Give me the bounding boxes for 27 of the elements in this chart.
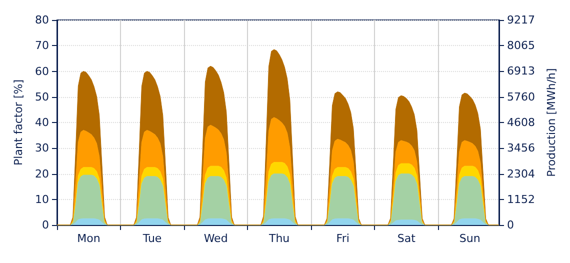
y-tick-label: 0 xyxy=(42,218,49,232)
y2-tick-label: 8065 xyxy=(507,39,535,52)
y-axis-title: Plant factor [%] xyxy=(12,80,26,166)
y-tick-label: 40 xyxy=(35,116,49,129)
y-tick-label: 80 xyxy=(35,14,49,26)
y2-tick-label: 4608 xyxy=(507,116,535,130)
y-tick-label: 70 xyxy=(35,39,49,52)
y2-tick-label: 9217 xyxy=(507,14,535,26)
x-tick-label: Sun xyxy=(459,232,480,245)
y2-tick-label: 5760 xyxy=(507,90,535,104)
x-tick-label: Thu xyxy=(268,232,290,245)
x-tick-label: Mon xyxy=(77,232,100,245)
y2-tick-label: 0 xyxy=(507,218,514,232)
y2-tick-label: 1152 xyxy=(507,192,535,206)
y2-tick-label: 2304 xyxy=(507,167,535,180)
x-tick-label: Fri xyxy=(336,232,350,245)
y-tick-label: 50 xyxy=(35,90,49,104)
x-tick-label: Wed xyxy=(204,232,228,245)
y-tick-label: 30 xyxy=(35,142,49,155)
y2-tick-label: 3456 xyxy=(507,142,535,155)
x-tick-label: Sat xyxy=(397,232,416,245)
y-tick-label: 20 xyxy=(35,167,49,180)
y-tick-label: 10 xyxy=(35,192,49,206)
y2-axis-title: Production [MWh/h] xyxy=(544,68,558,177)
x-tick-label: Tue xyxy=(142,232,162,245)
y-tick-label: 60 xyxy=(35,64,49,78)
y2-tick-label: 6913 xyxy=(507,64,535,78)
